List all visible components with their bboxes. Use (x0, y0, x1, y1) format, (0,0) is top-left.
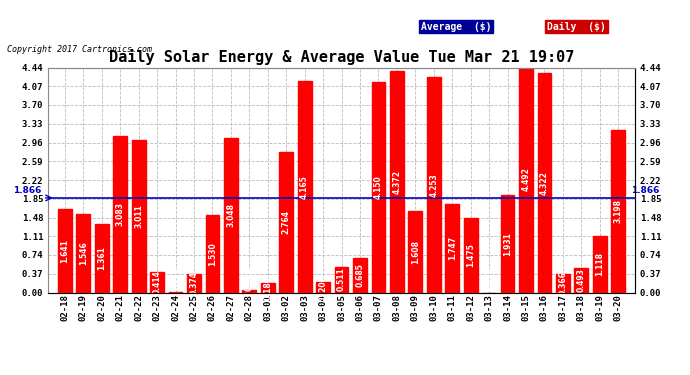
Bar (556, 274, 570, 292)
Text: 4.253: 4.253 (429, 173, 438, 196)
Text: 4.372: 4.372 (393, 170, 402, 194)
Text: 3.083: 3.083 (116, 202, 125, 226)
Bar (390, 71, 404, 292)
Bar (58, 209, 72, 292)
Text: Copyright 2017 Cartronics.com: Copyright 2017 Cartronics.com (7, 45, 152, 54)
Text: 4.150: 4.150 (374, 176, 383, 199)
Bar (77, 214, 90, 292)
Text: 1.608: 1.608 (411, 240, 420, 264)
Bar (95, 224, 109, 292)
Text: 1.361: 1.361 (97, 246, 106, 270)
Text: 0.685: 0.685 (355, 263, 364, 287)
Text: 3.048: 3.048 (226, 203, 235, 227)
Bar (316, 282, 330, 292)
Text: 3.198: 3.198 (613, 200, 622, 223)
Text: 0.374: 0.374 (190, 271, 199, 295)
Text: 0.011: 0.011 (171, 268, 180, 291)
Bar (113, 136, 127, 292)
Text: 1.866: 1.866 (12, 186, 41, 195)
Title: Daily Solar Energy & Average Value Tue Mar 21 19:07: Daily Solar Energy & Average Value Tue M… (109, 49, 574, 65)
Bar (206, 215, 219, 292)
Bar (242, 290, 256, 292)
Text: 0.044: 0.044 (245, 268, 254, 291)
Bar (427, 77, 441, 292)
Text: 1.747: 1.747 (448, 236, 457, 260)
Text: Daily  ($): Daily ($) (547, 21, 606, 32)
Text: 1.475: 1.475 (466, 243, 475, 267)
Bar (132, 140, 146, 292)
Text: 1.546: 1.546 (79, 242, 88, 265)
Bar (501, 195, 515, 292)
Text: 1.931: 1.931 (503, 232, 512, 255)
Text: 0.208: 0.208 (319, 275, 328, 299)
Text: 0.493: 0.493 (577, 268, 586, 292)
Text: 1.866: 1.866 (631, 186, 660, 195)
Text: 4.165: 4.165 (300, 175, 309, 199)
Bar (150, 272, 164, 292)
Text: 0.366: 0.366 (558, 271, 567, 295)
Bar (519, 65, 533, 292)
Text: 3.011: 3.011 (134, 204, 143, 228)
Text: 1.641: 1.641 (61, 239, 70, 263)
Bar (445, 204, 459, 292)
Text: 1.118: 1.118 (595, 252, 604, 276)
Bar (574, 267, 589, 292)
Bar (593, 236, 607, 292)
Bar (224, 138, 238, 292)
Bar (464, 218, 477, 292)
Text: 0.186: 0.186 (264, 276, 273, 300)
Bar (187, 273, 201, 292)
Bar (408, 211, 422, 292)
Bar (279, 152, 293, 292)
Bar (611, 130, 625, 292)
Bar (371, 82, 385, 292)
Bar (335, 267, 348, 292)
Text: 1.530: 1.530 (208, 242, 217, 266)
Text: 0.511: 0.511 (337, 268, 346, 291)
Text: 0.414: 0.414 (152, 270, 161, 294)
Bar (353, 258, 367, 292)
Text: 0.000: 0.000 (484, 268, 493, 291)
Text: 4.492: 4.492 (522, 167, 531, 190)
Bar (298, 81, 312, 292)
Text: 4.322: 4.322 (540, 171, 549, 195)
Text: 2.764: 2.764 (282, 210, 290, 234)
Bar (538, 74, 551, 292)
Bar (261, 283, 275, 292)
Text: Average  ($): Average ($) (421, 21, 491, 32)
